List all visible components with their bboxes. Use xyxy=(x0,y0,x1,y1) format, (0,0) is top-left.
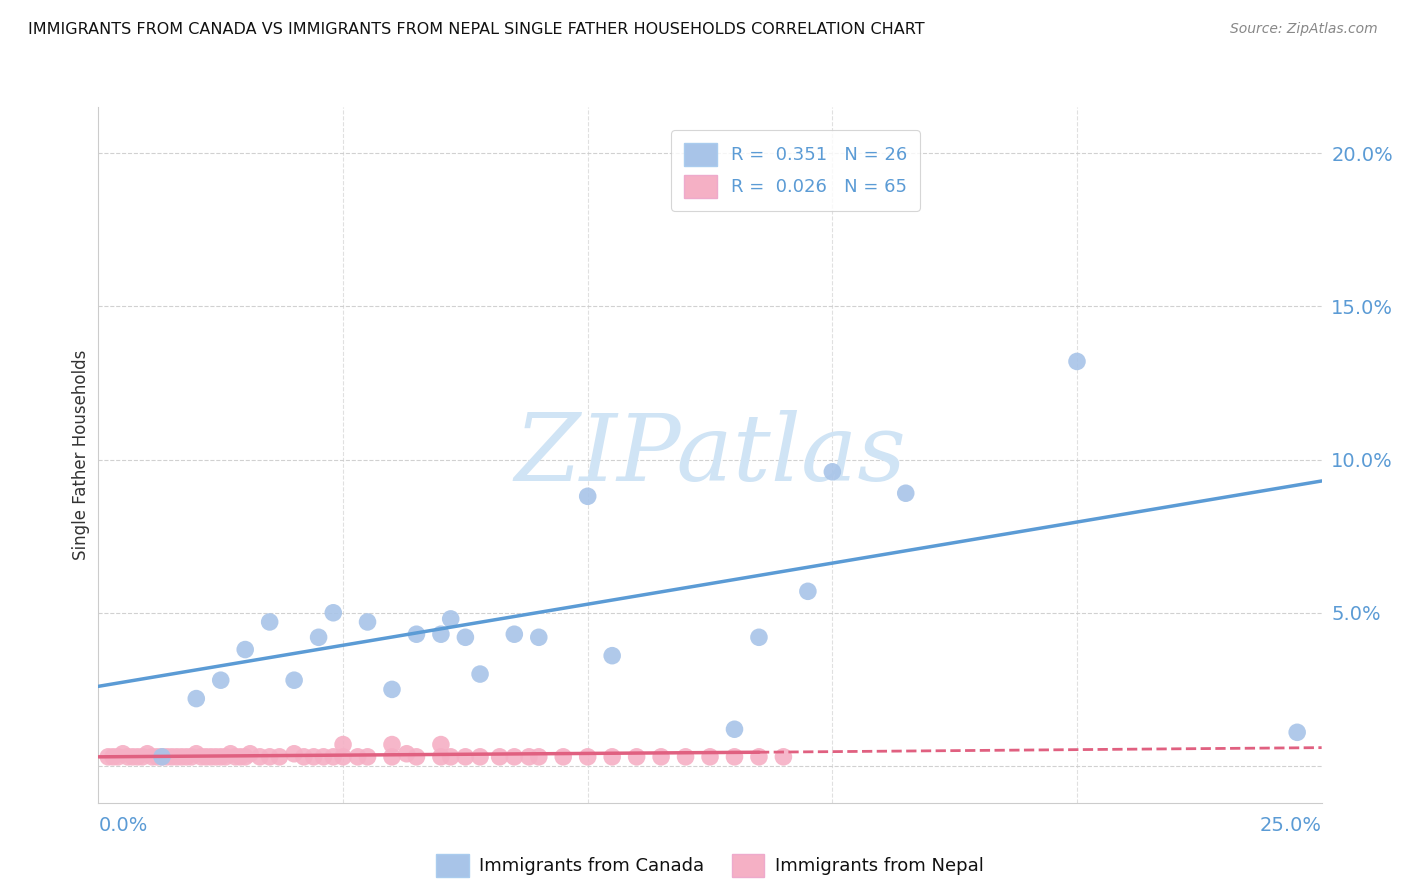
Point xyxy=(600,648,623,663)
Point xyxy=(233,749,256,764)
Point xyxy=(395,747,418,761)
Point xyxy=(176,749,198,764)
Point xyxy=(430,749,453,764)
Point xyxy=(131,749,153,764)
Text: Source: ZipAtlas.com: Source: ZipAtlas.com xyxy=(1230,22,1378,37)
Point xyxy=(117,749,139,764)
Point xyxy=(468,749,491,764)
Point xyxy=(626,749,648,764)
Point xyxy=(356,615,378,629)
Point xyxy=(650,749,672,764)
Point xyxy=(302,749,325,764)
Point xyxy=(233,642,256,657)
Point xyxy=(136,747,159,761)
Point xyxy=(723,723,745,737)
Point xyxy=(259,749,281,764)
Point xyxy=(405,627,427,641)
Text: ZIPatlas: ZIPatlas xyxy=(515,410,905,500)
Point xyxy=(97,749,120,764)
Legend: Immigrants from Canada, Immigrants from Nepal: Immigrants from Canada, Immigrants from … xyxy=(429,847,991,884)
Point xyxy=(141,749,163,764)
Text: IMMIGRANTS FROM CANADA VS IMMIGRANTS FROM NEPAL SINGLE FATHER HOUSEHOLDS CORRELA: IMMIGRANTS FROM CANADA VS IMMIGRANTS FRO… xyxy=(28,22,925,37)
Point xyxy=(101,749,124,764)
Point xyxy=(503,749,526,764)
Point xyxy=(283,673,305,688)
Point xyxy=(454,630,477,644)
Point xyxy=(772,749,794,764)
Point xyxy=(381,738,404,752)
Point xyxy=(186,747,208,761)
Point xyxy=(312,749,335,764)
Point xyxy=(190,749,212,764)
Point xyxy=(127,749,149,764)
Point xyxy=(1066,354,1088,368)
Point xyxy=(381,682,404,697)
Point xyxy=(797,584,820,599)
Point xyxy=(322,606,344,620)
Point xyxy=(205,749,228,764)
Point xyxy=(146,749,169,764)
Point xyxy=(723,749,745,764)
Point xyxy=(553,749,575,764)
Point xyxy=(195,749,218,764)
Point xyxy=(527,749,550,764)
Point xyxy=(503,627,526,641)
Point xyxy=(249,749,271,764)
Point xyxy=(219,747,242,761)
Point xyxy=(121,749,143,764)
Point xyxy=(381,749,404,764)
Point xyxy=(332,749,354,764)
Point xyxy=(160,749,183,764)
Point xyxy=(430,627,453,641)
Point xyxy=(150,749,173,764)
Point xyxy=(322,749,344,764)
Point xyxy=(283,747,305,761)
Point xyxy=(748,630,770,644)
Point xyxy=(454,749,477,764)
Point xyxy=(209,673,232,688)
Point xyxy=(699,749,721,764)
Point xyxy=(576,749,599,764)
Text: 0.0%: 0.0% xyxy=(98,816,148,835)
Point xyxy=(600,749,623,764)
Point xyxy=(356,749,378,764)
Point xyxy=(517,749,540,764)
Point xyxy=(107,749,129,764)
Point xyxy=(440,749,463,764)
Point xyxy=(894,486,917,500)
Point xyxy=(229,749,252,764)
Point xyxy=(405,749,427,764)
Point xyxy=(156,749,179,764)
Point xyxy=(166,749,188,764)
Point xyxy=(180,749,202,764)
Point xyxy=(259,615,281,629)
Point xyxy=(488,749,510,764)
Point xyxy=(292,749,315,764)
Point xyxy=(239,747,262,761)
Point xyxy=(214,749,236,764)
Point xyxy=(111,747,134,761)
Point xyxy=(308,630,330,644)
Point xyxy=(468,667,491,681)
Point xyxy=(224,749,246,764)
Y-axis label: Single Father Households: Single Father Households xyxy=(72,350,90,560)
Point xyxy=(209,749,232,764)
Point xyxy=(675,749,697,764)
Point xyxy=(186,691,208,706)
Point xyxy=(576,489,599,503)
Point xyxy=(269,749,291,764)
Point xyxy=(200,749,222,764)
Point xyxy=(527,630,550,644)
Point xyxy=(332,738,354,752)
Point xyxy=(150,749,173,764)
Point xyxy=(821,465,844,479)
Point xyxy=(440,612,463,626)
Point xyxy=(346,749,368,764)
Point xyxy=(170,749,193,764)
Point xyxy=(430,738,453,752)
Point xyxy=(1286,725,1309,739)
Text: 25.0%: 25.0% xyxy=(1260,816,1322,835)
Point xyxy=(748,749,770,764)
